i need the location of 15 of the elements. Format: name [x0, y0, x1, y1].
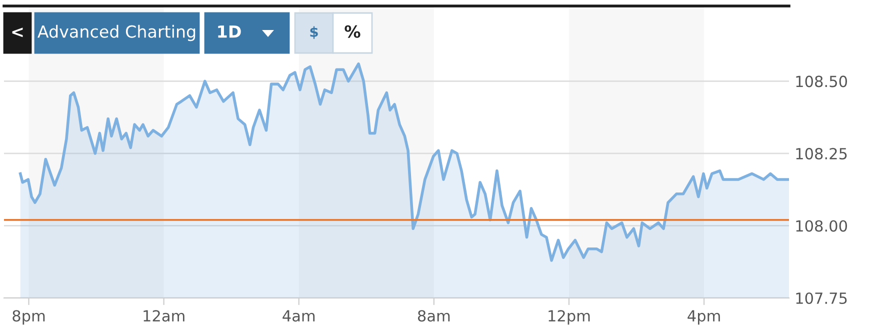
x-tick-label: 8am: [418, 310, 450, 322]
annotation: $: [310, 26, 318, 39]
x-tick-label: 8pm: [12, 310, 45, 325]
annotation: %: [344, 25, 360, 38]
y-tick-label: 108.25: [796, 148, 847, 160]
y-tick-label: 108.00: [796, 220, 847, 232]
x-tick-label: 4am: [282, 310, 315, 322]
annotation: Advanced Charting: [38, 24, 196, 42]
annotation: <: [12, 28, 23, 38]
x-tick-label: 4pm: [688, 310, 720, 325]
y-tick-label: 108.50: [796, 76, 847, 88]
y-tick-label: 107.75: [796, 292, 847, 304]
x-tick-label: 12pm: [548, 310, 590, 325]
annotation: 1D: [218, 25, 241, 38]
x-tick-label: 12am: [144, 310, 184, 322]
